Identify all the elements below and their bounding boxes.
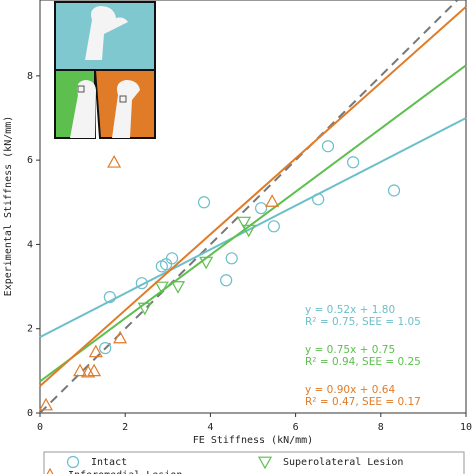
data-point [107, 155, 122, 168]
data-point [197, 196, 211, 209]
data-point [265, 194, 280, 207]
data-point [73, 363, 88, 377]
data-point [312, 193, 325, 206]
data-point [38, 397, 53, 411]
legend-marker [66, 455, 80, 469]
fit-annotation: y = 0.90x + 0.64 [305, 384, 395, 396]
x-tick-label: 0 [37, 422, 43, 433]
data-point [137, 302, 152, 316]
data-point [321, 140, 335, 153]
y-tick-label: 8 [27, 71, 33, 82]
plot-frame [39, 0, 467, 414]
data-point [99, 342, 112, 355]
x-tick-label: 8 [378, 422, 384, 433]
fit-annotation: y = 0.52x + 1.80 [305, 304, 395, 316]
data-point [81, 364, 96, 378]
data-point [103, 291, 116, 304]
y-axis-label: Experimental Stiffness (kN/mm) [3, 116, 14, 297]
data-point [199, 256, 214, 270]
legend-label: Inferomedial Lesion [68, 470, 182, 474]
plot-area [38, 0, 467, 414]
x-tick-label: 4 [207, 422, 213, 433]
data-point [154, 281, 169, 295]
data-point [135, 277, 148, 290]
fit-annotation: R² = 0.94, SEE = 0.25 [305, 356, 421, 368]
data-point [113, 330, 128, 344]
data-point [225, 252, 238, 265]
data-point [87, 363, 102, 377]
data-point [241, 224, 256, 238]
inset-image [54, 1, 156, 139]
data-point [237, 216, 252, 230]
y-tick-label: 0 [27, 408, 33, 419]
legend-label: Intact [91, 457, 127, 468]
data-point [254, 202, 268, 215]
y-tick-label: 4 [27, 239, 33, 250]
data-point [88, 344, 103, 358]
data-point [165, 252, 179, 265]
data-point [267, 220, 280, 233]
fit-line [39, 64, 467, 383]
fit-annotation: R² = 0.47, SEE = 0.17 [305, 396, 421, 408]
y-tick-label: 2 [27, 324, 33, 335]
legend-label: Superolateral Lesion [283, 457, 403, 468]
data-point [159, 258, 173, 271]
fit-line [39, 5, 467, 387]
y-tick-label: 6 [27, 155, 33, 166]
fit-annotation: y = 0.75x + 0.75 [305, 344, 395, 356]
x-tick-label: 10 [460, 422, 472, 433]
x-tick-label: 2 [122, 422, 128, 433]
legend-box [43, 451, 465, 474]
data-point [220, 274, 233, 287]
fit-annotation: R² = 0.75, SEE = 1.05 [305, 316, 421, 328]
data-point [387, 184, 401, 197]
x-axis-label: FE Stiffness (kN/mm) [193, 435, 313, 446]
data-point [171, 281, 186, 294]
x-tick-label: 6 [293, 422, 299, 433]
legend-marker [257, 456, 273, 470]
data-point [347, 156, 360, 169]
